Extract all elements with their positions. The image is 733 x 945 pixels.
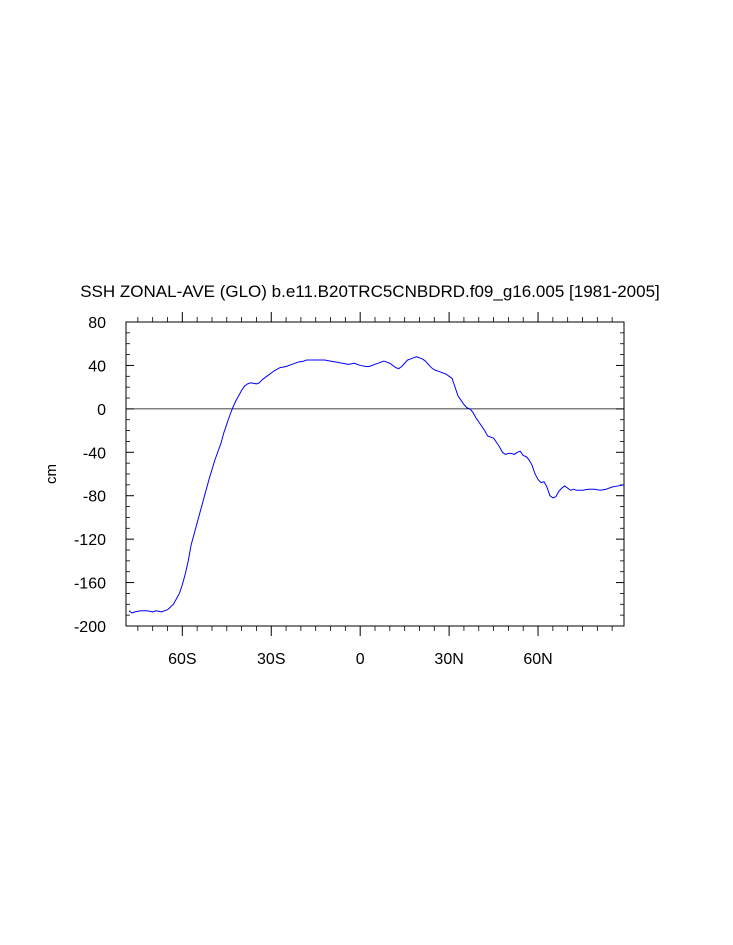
x-tick-label: 30S [257, 651, 285, 668]
x-tick-label: 30N [434, 651, 463, 668]
plot-area: 80 40 0 -40 -80 -120 -160 -200 60S 30S 0 30N 60N [74, 312, 625, 668]
y-tick-label: -80 [83, 489, 106, 506]
plot-frame [125, 321, 625, 627]
x-tick-labels: 60S 30S 0 30N 60N [168, 651, 553, 668]
y-tick-labels: 80 40 0 -40 -80 -120 -160 -200 [74, 315, 106, 636]
y-tick-label: -160 [74, 576, 106, 593]
y-tick-label: 80 [88, 315, 106, 332]
x-tick-label: 60S [168, 651, 196, 668]
y-tick-label: -120 [74, 532, 106, 549]
major-ticks [126, 312, 624, 636]
chart-title: SSH ZONAL-AVE (GLO) b.e11.B20TRC5CNBDRD.… [80, 282, 660, 301]
minor-ticks [126, 317, 624, 631]
y-tick-label: -200 [74, 619, 106, 636]
y-tick-label: 40 [88, 358, 106, 375]
ssh-series-line [128, 356, 625, 614]
y-axis-label: cm [43, 464, 60, 484]
y-tick-label: 0 [97, 402, 106, 419]
x-tick-label: 0 [356, 651, 365, 668]
y-tick-label: -40 [83, 445, 106, 462]
x-tick-label: 60N [523, 651, 552, 668]
